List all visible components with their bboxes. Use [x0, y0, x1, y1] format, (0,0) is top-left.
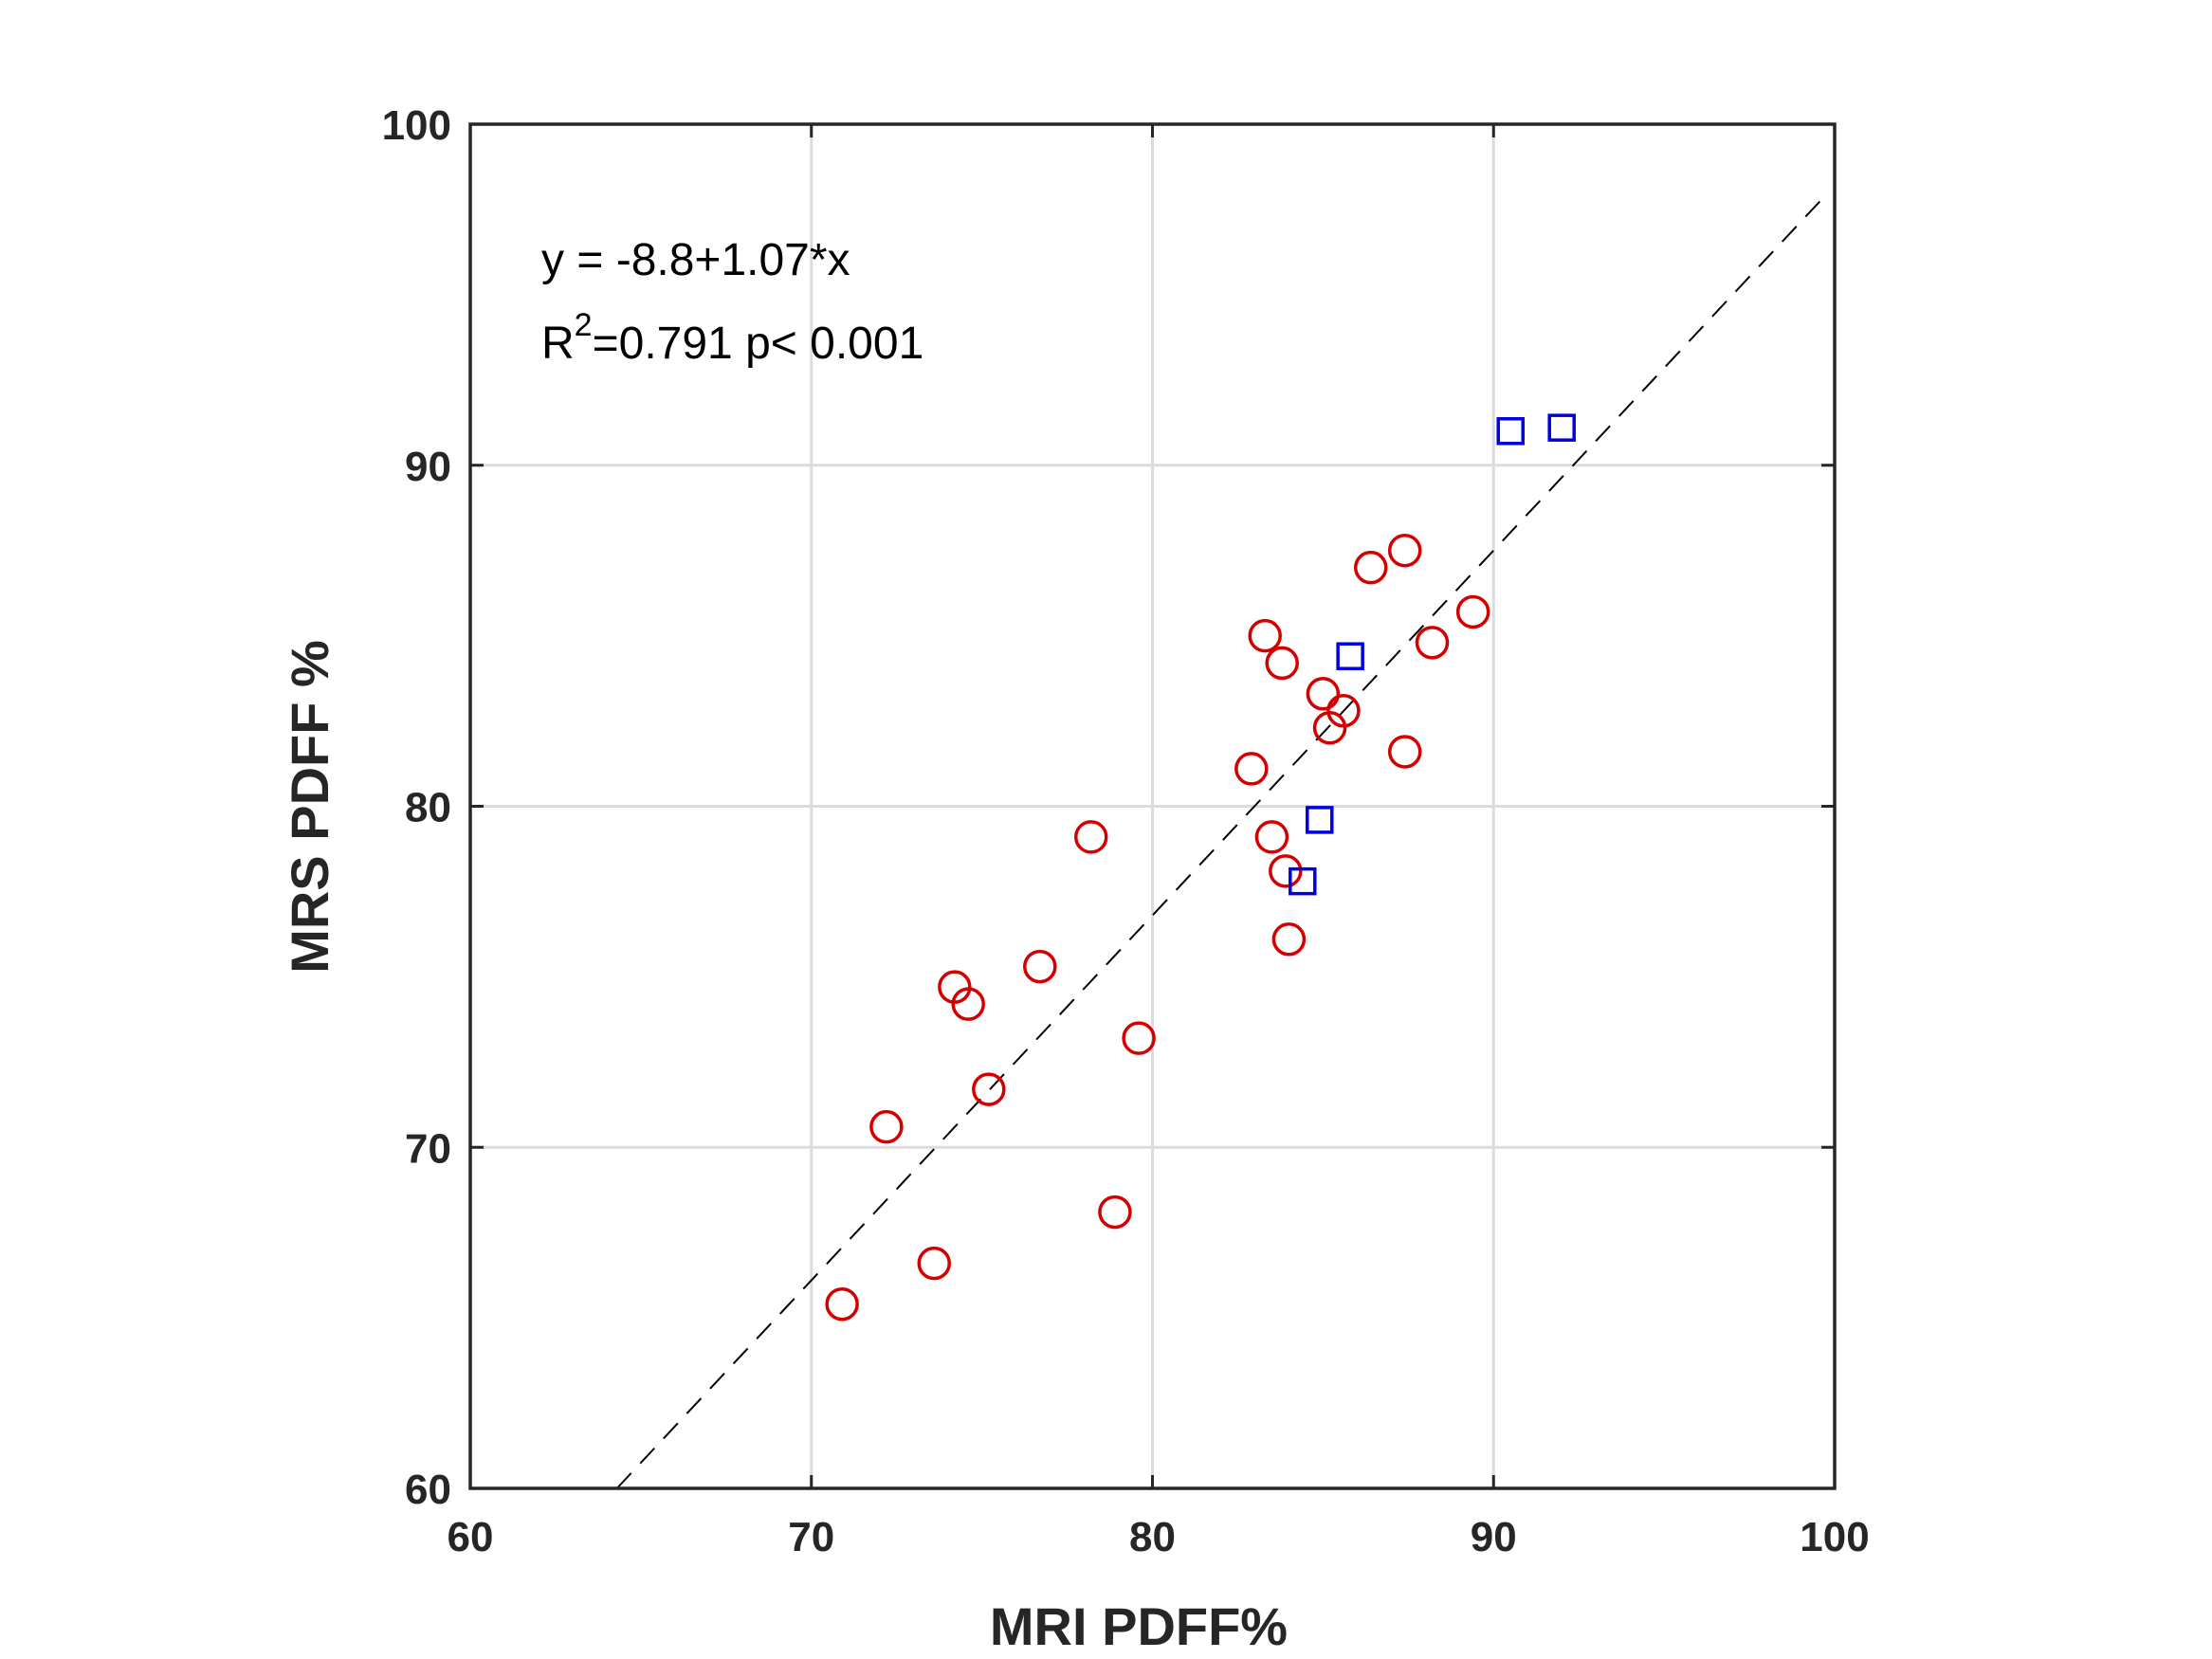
x-tick-label: 90 — [1471, 1514, 1517, 1560]
circle-marker — [1387, 735, 1422, 769]
y-tick-label: 100 — [382, 102, 451, 149]
y-tick-label: 70 — [405, 1125, 451, 1172]
circle-marker — [1387, 533, 1422, 568]
circle-marker — [1073, 820, 1108, 854]
fit-equation: y = -8.8+1.07*x — [541, 235, 850, 285]
data-points — [825, 413, 1576, 1322]
circle-marker — [1455, 594, 1490, 629]
x-tick-label: 60 — [448, 1514, 494, 1560]
square-marker — [1306, 806, 1334, 834]
circle-marker — [1023, 949, 1057, 984]
circle-marker — [1234, 752, 1269, 786]
circle-marker — [869, 1109, 904, 1144]
circle-marker — [1248, 618, 1282, 653]
fit-line-group — [615, 195, 1825, 1489]
circle-marker — [951, 987, 985, 1021]
circle-marker — [825, 1286, 859, 1322]
circle-marker — [1265, 646, 1299, 681]
circle-marker — [972, 1072, 1006, 1106]
square-marker — [1289, 866, 1317, 896]
y-tick-label: 80 — [405, 785, 451, 831]
x-axis-label: MRI PDFF% — [990, 1596, 1288, 1656]
circle-marker — [1271, 922, 1307, 957]
circle-marker — [1098, 1194, 1132, 1230]
square-marker — [1496, 417, 1525, 446]
circle-marker — [917, 1246, 952, 1281]
y-tick-label: 60 — [405, 1467, 451, 1513]
circle-marker — [1306, 677, 1341, 711]
circle-marker — [1353, 550, 1388, 585]
axes-frame — [468, 122, 1837, 1490]
tick-labels: 60 70 80 90 100 60 70 80 90 100 — [382, 102, 1870, 1560]
circle-marker — [1415, 626, 1450, 660]
grid-lines — [470, 124, 1835, 1488]
y-axis-label: MRS PDFF % — [280, 640, 339, 974]
x-tick-label: 100 — [1800, 1514, 1869, 1560]
r-squared-value: =0.791 p< 0.001 — [593, 319, 924, 369]
square-marker — [1547, 413, 1576, 442]
r-squared-annotation: R2=0.791 p< 0.001 — [541, 307, 923, 369]
y-tick-label: 90 — [405, 444, 451, 490]
circle-marker — [1254, 820, 1289, 854]
x-tick-label: 70 — [788, 1514, 834, 1560]
r-squared-r: R — [541, 319, 575, 369]
fit-line — [615, 195, 1825, 1489]
circle-marker — [1269, 854, 1303, 888]
x-tick-label: 80 — [1129, 1514, 1176, 1560]
circle-marker — [1122, 1021, 1156, 1055]
circle-marker — [1326, 694, 1361, 728]
square-marker — [1336, 642, 1364, 670]
r-squared-superscript: 2 — [575, 307, 593, 343]
